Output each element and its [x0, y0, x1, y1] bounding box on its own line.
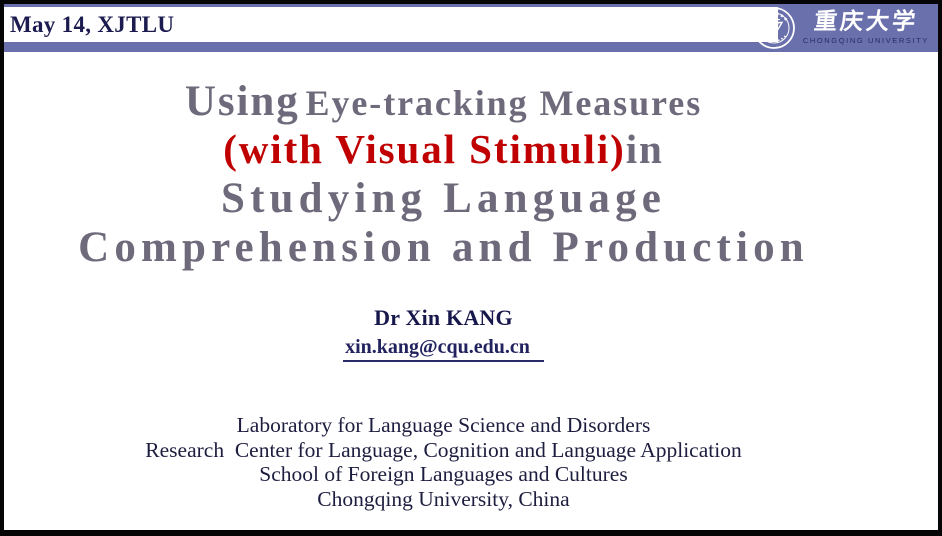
speaker-name: Dr Xin KANG: [374, 305, 513, 331]
university-logo: 重庆大学 CHONGQING UNIVERSITY: [752, 6, 929, 50]
slide-content: Using Eye-tracking Measures (with Visual…: [4, 52, 938, 511]
university-name-chinese: 重庆大学: [812, 9, 920, 36]
title-line-1: Using Eye-tracking Measures: [4, 77, 883, 126]
slide-date-text: May 14, XJTLU: [10, 11, 175, 37]
title-line1-rest: Eye-tracking Measures: [305, 83, 703, 123]
title-line-3: Studying Language: [221, 174, 666, 222]
title-line-2: (with Visual Stimuli)in: [4, 126, 883, 173]
title-line1-lead: Using: [184, 78, 300, 125]
header-banner: May 14, XJTLU 重庆大学 CHONGQING UNIVERSITY: [4, 4, 938, 52]
affiliation-block: Laboratory for Language Science and Diso…: [4, 413, 883, 511]
slide-title: Using Eye-tracking Measures (with Visual…: [4, 77, 883, 272]
university-name-english: CHONGQING UNIVERSITY: [802, 36, 929, 46]
university-seal-icon: [752, 7, 795, 49]
title-line2-red: (with Visual Stimuli): [223, 126, 626, 173]
affiliation-line: Research Center for Language, Cognition …: [145, 437, 742, 462]
speaker-email-link[interactable]: xin.kang@cqu.edu.cn: [343, 336, 544, 363]
affiliation-line: School of Foreign Languages and Cultures: [259, 462, 628, 487]
speaker-block: Dr Xin KANG xin.kang@cqu.edu.cn: [4, 305, 883, 363]
title-line2-tail: in: [625, 126, 664, 173]
date-box: May 14, XJTLU: [4, 7, 778, 42]
affiliation-line: Chongqing University, China: [317, 486, 570, 511]
university-logo-text: 重庆大学 CHONGQING UNIVERSITY: [802, 9, 929, 46]
title-line-4: Comprehension and Production: [78, 224, 809, 272]
affiliation-line: Laboratory for Language Science and Diso…: [236, 413, 651, 438]
